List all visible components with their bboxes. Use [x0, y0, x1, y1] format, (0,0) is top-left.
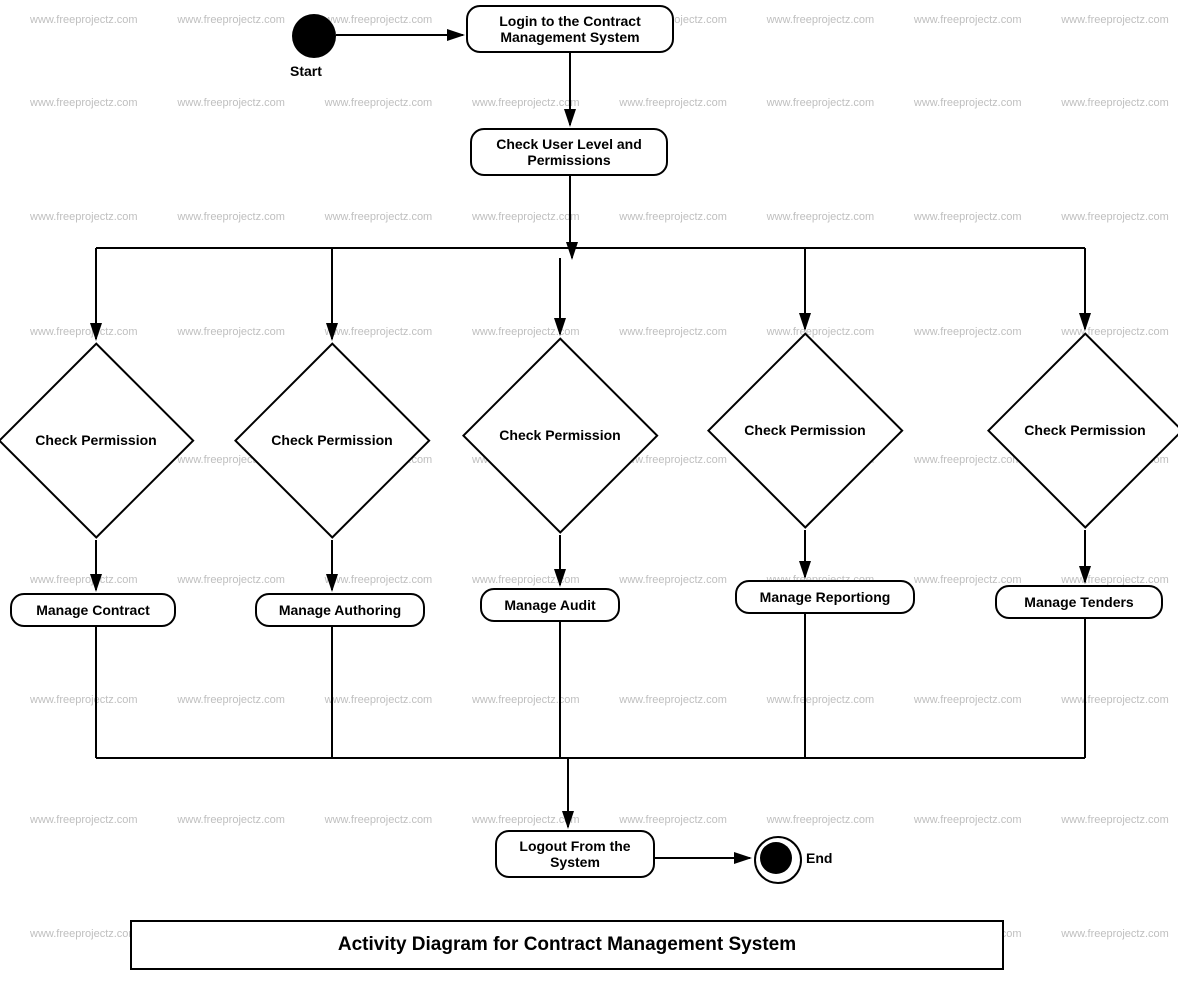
start-node [292, 14, 336, 58]
action-node: Manage Reportiong [735, 580, 915, 614]
decision-node: Check Permission [987, 332, 1178, 528]
action-label: Manage Audit [504, 597, 595, 613]
decision-node: Check Permission [234, 342, 430, 538]
decision-node: Check Permission [462, 337, 658, 533]
action-node: Manage Audit [480, 588, 620, 622]
title-text: Activity Diagram for Contract Management… [338, 934, 796, 956]
action-label: Manage Reportiong [760, 589, 891, 605]
end-label: End [806, 850, 832, 866]
decision-label: Check Permission [678, 422, 933, 438]
action-node: Manage Contract [10, 593, 176, 627]
start-label: Start [290, 63, 322, 79]
end-node [760, 842, 792, 874]
login-node: Login to the Contract Management System [466, 5, 674, 53]
action-label: Manage Authoring [279, 602, 401, 618]
decision-node: Check Permission [0, 342, 194, 538]
check-user-node: Check User Level and Permissions [470, 128, 668, 176]
login-text: Login to the Contract Management System [478, 13, 662, 45]
decision-label: Check Permission [205, 432, 460, 448]
action-node: Manage Tenders [995, 585, 1163, 619]
decision-label: Check Permission [0, 432, 223, 448]
action-label: Manage Tenders [1024, 594, 1133, 610]
decision-label: Check Permission [433, 427, 688, 443]
logout-node: Logout From the System [495, 830, 655, 878]
check-user-text: Check User Level and Permissions [482, 136, 656, 168]
logout-text: Logout From the System [507, 838, 643, 870]
decision-node: Check Permission [707, 332, 903, 528]
action-node: Manage Authoring [255, 593, 425, 627]
diagram-title: Activity Diagram for Contract Management… [130, 920, 1004, 970]
action-label: Manage Contract [36, 602, 150, 618]
decision-label: Check Permission [958, 422, 1178, 438]
